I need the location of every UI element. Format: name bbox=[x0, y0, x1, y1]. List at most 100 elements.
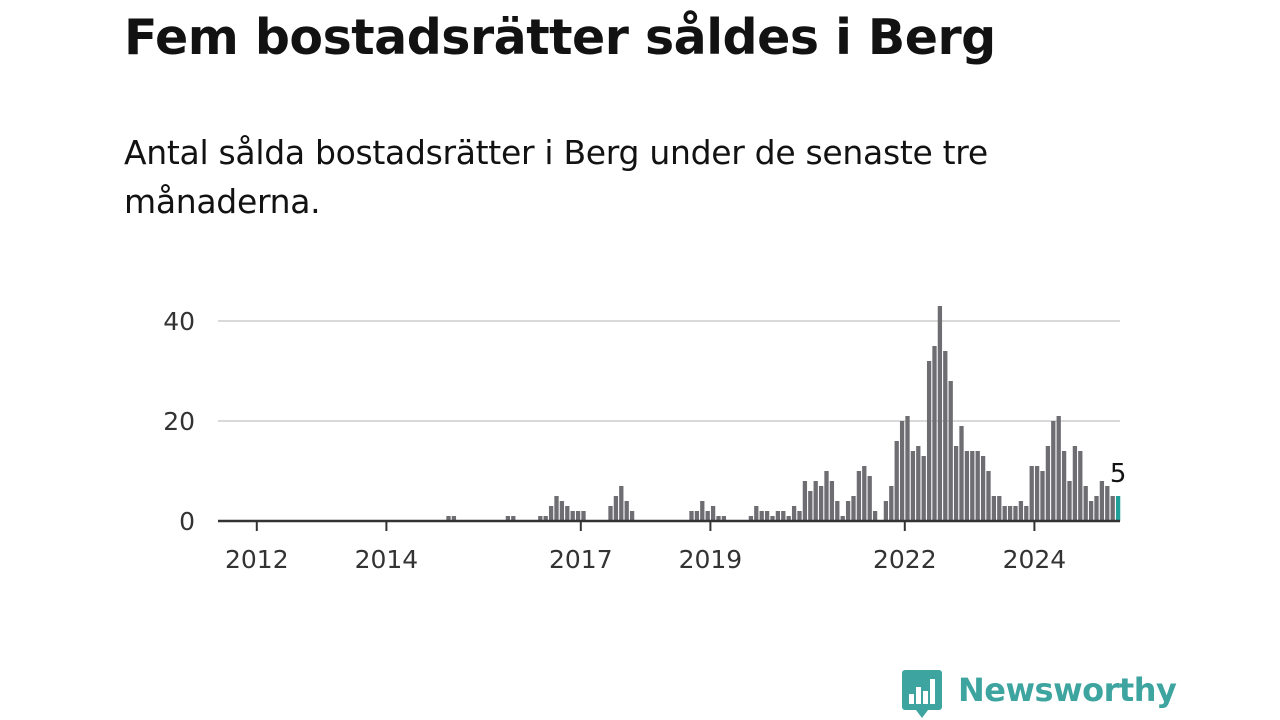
y-tick-label-20: 20 bbox=[163, 407, 195, 436]
bar bbox=[570, 511, 575, 521]
bar bbox=[840, 516, 845, 521]
newsworthy-logo: Newsworthy bbox=[902, 670, 1177, 718]
bar bbox=[953, 446, 959, 521]
bar bbox=[975, 451, 980, 521]
bar bbox=[813, 481, 818, 521]
bar bbox=[921, 456, 926, 521]
bar bbox=[991, 496, 997, 521]
bar bbox=[613, 496, 619, 521]
bar bbox=[894, 441, 899, 521]
bar bbox=[1013, 506, 1018, 521]
bar bbox=[937, 306, 943, 521]
bar bbox=[710, 506, 716, 521]
bar bbox=[910, 451, 916, 521]
newsworthy-chart-bubble-icon bbox=[902, 670, 942, 718]
bar bbox=[1051, 421, 1056, 521]
bar bbox=[1094, 496, 1099, 521]
bar bbox=[1002, 506, 1007, 521]
bar bbox=[721, 516, 727, 521]
x-tick-label-2014: 2014 bbox=[355, 545, 419, 574]
bar bbox=[1056, 416, 1061, 521]
bar bbox=[754, 506, 759, 521]
bar bbox=[1083, 486, 1088, 521]
bar bbox=[700, 501, 705, 521]
bar bbox=[446, 516, 451, 521]
x-tick-label-2022: 2022 bbox=[873, 545, 937, 574]
bar bbox=[1024, 506, 1029, 521]
axes: 2012 2014 2017 2019 2022 2024 bbox=[218, 519, 1120, 574]
bar bbox=[786, 516, 791, 521]
bar bbox=[1040, 471, 1045, 521]
bar bbox=[689, 511, 694, 521]
bar bbox=[926, 361, 932, 521]
bar bbox=[619, 486, 624, 521]
bar bbox=[824, 471, 829, 521]
bar bbox=[748, 516, 754, 521]
gridlines: 0 20 40 bbox=[163, 307, 1120, 536]
newsworthy-wordmark: Newsworthy bbox=[958, 671, 1177, 709]
bar-latest bbox=[1115, 496, 1121, 521]
bar bbox=[548, 506, 554, 521]
bar bbox=[608, 506, 613, 521]
bar bbox=[1110, 496, 1115, 521]
bar bbox=[770, 516, 775, 521]
bar bbox=[694, 511, 700, 521]
bar bbox=[791, 506, 797, 521]
bar bbox=[705, 511, 710, 521]
bar bbox=[1029, 466, 1034, 521]
bar bbox=[759, 511, 764, 521]
bar bbox=[867, 476, 872, 521]
bar bbox=[856, 471, 862, 521]
y-tick-label-40: 40 bbox=[163, 307, 195, 336]
bar bbox=[905, 416, 910, 521]
bar bbox=[883, 501, 889, 521]
y-tick-label-0: 0 bbox=[179, 507, 195, 536]
bar bbox=[1105, 486, 1110, 521]
bar bbox=[1078, 451, 1083, 521]
bar bbox=[538, 516, 543, 521]
bar bbox=[554, 496, 559, 521]
bar bbox=[1061, 451, 1067, 521]
bar bbox=[1072, 446, 1078, 521]
bar bbox=[505, 516, 511, 521]
x-tick-label-2019: 2019 bbox=[679, 545, 743, 574]
bar bbox=[997, 496, 1002, 521]
bar bbox=[845, 501, 851, 521]
bar bbox=[959, 426, 964, 521]
bar bbox=[1007, 506, 1013, 521]
bar bbox=[624, 501, 629, 521]
bar bbox=[943, 351, 948, 521]
bar bbox=[797, 511, 802, 521]
bar bbox=[559, 501, 565, 521]
chart-subtitle: Antal sålda bostadsrätter i Berg under d… bbox=[124, 133, 988, 221]
bar bbox=[802, 481, 808, 521]
bars: 5 bbox=[446, 306, 1126, 521]
bar bbox=[575, 511, 581, 521]
bar bbox=[899, 421, 905, 521]
bar bbox=[986, 471, 991, 521]
bar bbox=[835, 501, 840, 521]
bar bbox=[889, 486, 894, 521]
bar bbox=[948, 381, 953, 521]
bar bbox=[862, 466, 867, 521]
x-tick-label-2012: 2012 bbox=[225, 545, 289, 574]
bar bbox=[916, 446, 921, 521]
bar bbox=[829, 481, 835, 521]
bar bbox=[1088, 501, 1094, 521]
bar bbox=[970, 451, 975, 521]
bar bbox=[511, 516, 516, 521]
bar bbox=[451, 516, 457, 521]
bar bbox=[543, 516, 548, 521]
bar bbox=[808, 491, 813, 521]
bar bbox=[629, 511, 635, 521]
bar bbox=[1034, 466, 1040, 521]
latest-value-label: 5 bbox=[1110, 459, 1127, 489]
bar bbox=[1018, 501, 1024, 521]
bar bbox=[932, 346, 937, 521]
bar bbox=[1099, 481, 1105, 521]
bar bbox=[818, 486, 824, 521]
bar bbox=[716, 516, 721, 521]
bar bbox=[1067, 481, 1072, 521]
bar bbox=[781, 511, 786, 521]
